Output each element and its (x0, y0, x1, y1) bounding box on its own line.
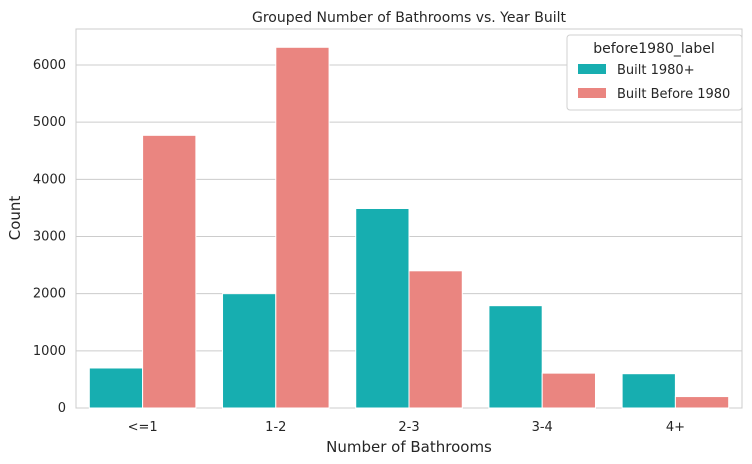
bar-built-before-1980 (275, 46, 330, 409)
legend-label-built-1980-plus: Built 1980+ (617, 63, 695, 78)
chart-title: Grouped Number of Bathrooms vs. Year Bui… (252, 10, 567, 26)
y-tick-label: 6000 (33, 58, 66, 73)
legend-swatch-built-before-1980 (578, 88, 606, 98)
legend: before1980_label Built 1980+ Built Befor… (566, 34, 743, 111)
y-tick-label: 0 (58, 401, 66, 416)
y-tick-label: 5000 (33, 115, 66, 130)
bar-built-1980-plus (355, 207, 410, 409)
legend-title: before1980_label (593, 41, 715, 57)
bar-built-before-1980 (541, 372, 596, 409)
x-tick-label: 3-4 (532, 420, 553, 435)
y-tick-label: 2000 (33, 287, 66, 302)
bar-built-1980-plus (88, 367, 144, 409)
legend-swatch-built-1980-plus (578, 64, 606, 74)
bar-built-1980-plus (222, 293, 277, 409)
bar-built-1980-plus (621, 373, 676, 409)
bar-built-before-1980 (408, 270, 463, 409)
x-tick-label: 4+ (666, 420, 685, 435)
y-tick-label: 1000 (33, 344, 66, 359)
x-axis-label: Number of Bathrooms (326, 438, 492, 456)
bar-built-1980-plus (488, 305, 543, 409)
bar-built-before-1980 (674, 396, 730, 409)
x-tick-label: <=1 (128, 420, 158, 435)
y-tick-label: 4000 (33, 172, 66, 187)
x-tick-label: 2-3 (398, 420, 419, 435)
legend-label-built-before-1980: Built Before 1980 (617, 87, 730, 102)
y-tick-label: 3000 (33, 230, 66, 245)
y-axis-label: Count (6, 196, 24, 241)
bar-built-before-1980 (142, 134, 197, 409)
x-tick-label: 1-2 (265, 420, 286, 435)
